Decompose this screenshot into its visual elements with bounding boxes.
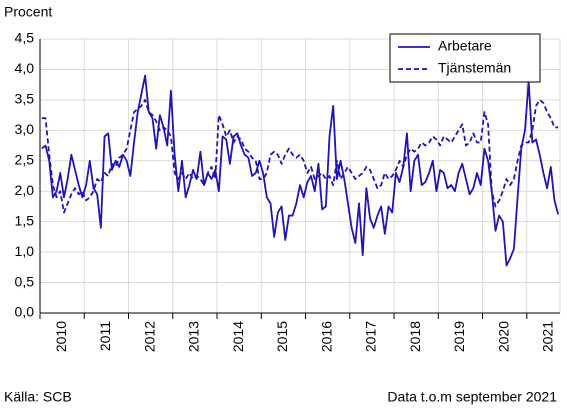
y-tick-label: 1,5 (15, 212, 35, 228)
y-tick-label: 2,0 (15, 182, 35, 198)
source: Källa: SCB (4, 389, 72, 405)
x-tick-label: 2018 (407, 321, 423, 352)
legend-box (389, 33, 541, 83)
x-tick-label: 2013 (186, 321, 202, 352)
x-tick-label: 2014 (230, 321, 246, 352)
y-axis-label: Procent (4, 4, 52, 20)
note: Data t.o.m september 2021 (387, 389, 557, 405)
x-tick-label: 2015 (274, 321, 290, 352)
y-tick-label: 3,0 (15, 121, 35, 137)
y-tick-label: 3,5 (15, 91, 35, 107)
x-tick-label: 2016 (318, 321, 334, 352)
y-tick-label: 1,0 (15, 243, 35, 259)
x-tick-label: 2010 (53, 321, 69, 352)
x-tick-label: 2017 (363, 321, 379, 352)
x-tick-label: 2012 (141, 321, 157, 352)
x-tick-label: 2020 (495, 321, 511, 352)
series-line (41, 98, 559, 214)
x-tick-label: 2019 (451, 321, 467, 352)
x-tick-label: 2021 (540, 321, 556, 352)
y-tick-label: 4,0 (15, 60, 35, 76)
legend-label: Tjänstemän (438, 60, 511, 76)
y-tick-label: 0,0 (15, 304, 35, 320)
y-tick-label: 2,5 (15, 151, 35, 167)
y-tick-label: 4,5 (15, 30, 35, 46)
series-line (41, 74, 560, 267)
x-tick-label: 2011 (97, 321, 113, 351)
y-tick-label: 0,5 (15, 273, 35, 289)
legend-label: Arbetare (438, 38, 492, 54)
